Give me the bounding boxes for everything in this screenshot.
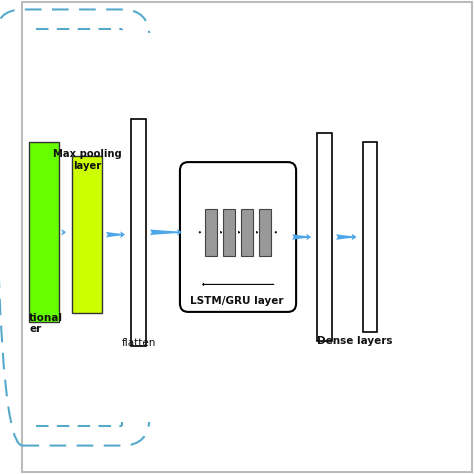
Bar: [29, 142, 59, 322]
Bar: [259, 209, 271, 256]
Bar: [73, 156, 102, 313]
Bar: [241, 209, 254, 256]
Bar: [363, 142, 377, 332]
Text: tional
er: tional er: [29, 312, 64, 334]
Text: Dense layers: Dense layers: [318, 336, 393, 346]
Text: Max pooling
layer: Max pooling layer: [53, 149, 122, 171]
Bar: [118, 33, 186, 422]
Text: flatten: flatten: [121, 338, 156, 348]
Bar: [205, 209, 218, 256]
Bar: [223, 209, 236, 256]
Bar: [131, 118, 146, 346]
Bar: [318, 133, 332, 341]
Text: LSTM/GRU layer: LSTM/GRU layer: [191, 296, 284, 306]
